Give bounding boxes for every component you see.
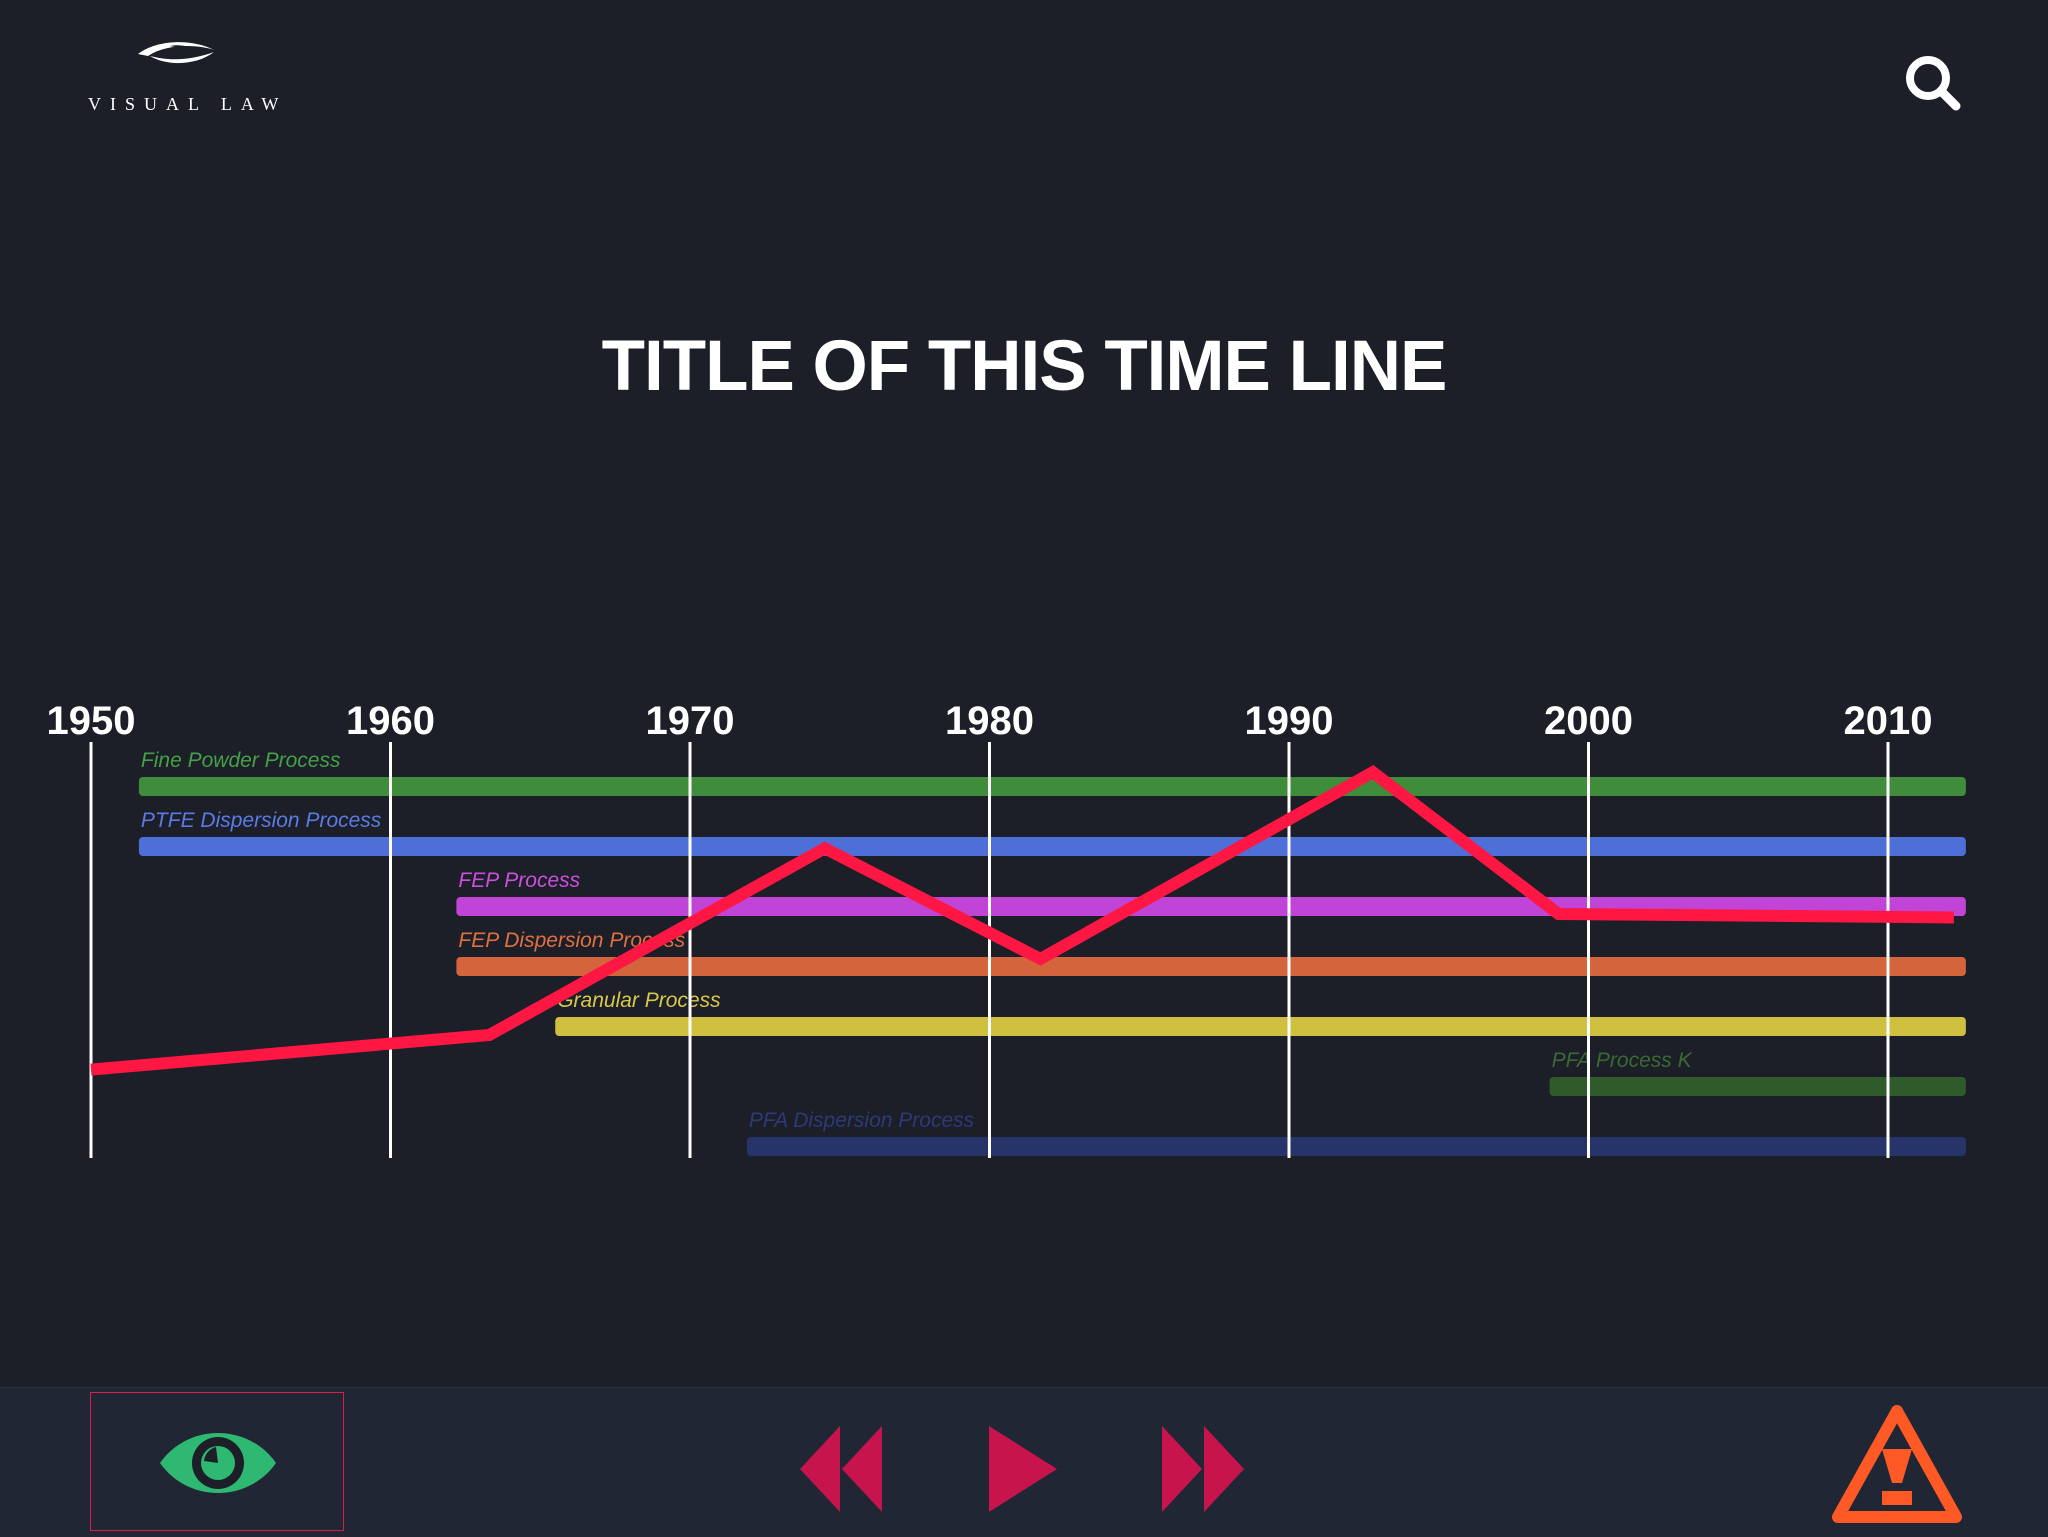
bottom-toolbar [0,1387,2048,1537]
warning-icon [1832,1405,1962,1523]
rewind-button[interactable] [800,1426,890,1517]
logo-text: VISUAL LAW [88,94,288,114]
process-bar[interactable] [1549,1077,1966,1096]
process-bar[interactable] [555,1017,1966,1036]
search-icon [1906,56,1961,111]
warning-button[interactable] [1832,1405,1962,1528]
year-tick-labels: 1950 1960 1970 1980 1990 2000 2010 [47,699,1933,743]
fast-forward-icon [1162,1426,1244,1512]
year-tick-label: 1960 [346,699,435,743]
visual-law-logo: VISUAL LAW [86,36,296,116]
view-toggle-button[interactable] [90,1392,344,1531]
process-label: PTFE Dispersion Process [141,809,382,832]
process-bar[interactable] [456,957,1966,976]
play-button[interactable] [985,1426,1059,1517]
process-label: Fine Powder Process [141,749,341,772]
process-bar[interactable] [138,837,1966,856]
process-label: FEP Dispersion Process [458,929,685,952]
eye-logo-icon [138,42,214,64]
year-tick-label: 1990 [1245,699,1334,743]
play-icon [989,1426,1057,1512]
year-tick-label: 2000 [1544,699,1633,743]
trend-line-layer [90,765,1954,1076]
process-label: FEP Process [458,869,580,892]
process-bar[interactable] [138,777,1966,796]
search-button[interactable] [1900,50,1966,116]
rewind-icon [800,1426,882,1512]
page-title: TITLE OF THIS TIME LINE [601,327,1448,406]
timeline-chart: Fine Powder Process PTFE Dispersion Proce… [47,699,1966,1158]
year-tick-label: 1970 [646,699,735,743]
eye-icon [160,1433,276,1493]
process-label: PFA Process K [1552,1049,1693,1072]
process-bars: Fine Powder Process PTFE Dispersion Proce… [138,749,1966,1156]
process-label: Granular Process [557,989,721,1012]
process-label: PFA Dispersion Process [749,1109,975,1132]
process-bar[interactable] [746,1137,1966,1156]
trend-line [90,765,1954,1076]
fast-forward-button[interactable] [1158,1426,1248,1517]
year-tick-label: 1980 [945,699,1034,743]
year-tick-label: 2010 [1844,699,1933,743]
year-gridlines [89,742,1890,1158]
year-tick-label: 1950 [47,699,136,743]
